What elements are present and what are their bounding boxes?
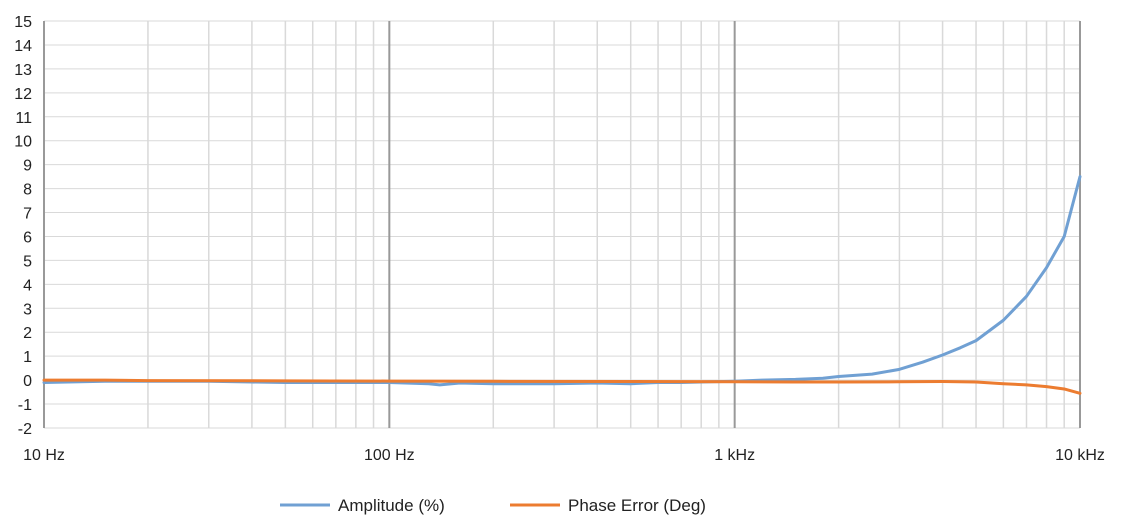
y-tick-label: 0 bbox=[23, 373, 32, 390]
y-tick-label: -2 bbox=[18, 421, 32, 438]
y-tick-label: 6 bbox=[23, 229, 32, 246]
y-tick-label: 10 bbox=[14, 134, 32, 151]
series-line-amplitude bbox=[42, 175, 1082, 387]
series-line-phase-error-deg bbox=[42, 378, 1082, 395]
y-tick-label: 4 bbox=[23, 277, 32, 294]
y-tick-label: 8 bbox=[23, 182, 32, 199]
y-tick-label: 11 bbox=[15, 110, 32, 127]
x-tick-label: 1 kHz bbox=[714, 447, 755, 464]
x-tick-label: 100 Hz bbox=[364, 447, 415, 464]
y-tick-label: 5 bbox=[23, 253, 32, 270]
grid-lines bbox=[43, 20, 1081, 429]
x-tick-label: 10 Hz bbox=[23, 447, 65, 464]
y-tick-label: 13 bbox=[14, 62, 32, 79]
series-lines bbox=[42, 175, 1082, 395]
y-tick-label: 12 bbox=[14, 86, 32, 103]
legend: Amplitude (%) Phase Error (Deg) bbox=[280, 496, 706, 515]
y-tick-label: 7 bbox=[23, 206, 32, 223]
x-tick-label: 10 kHz bbox=[1055, 447, 1105, 464]
y-tick-label: 1 bbox=[23, 349, 32, 366]
y-tick-label: 15 bbox=[14, 14, 32, 31]
legend-label: Amplitude (%) bbox=[338, 496, 445, 515]
legend-label: Phase Error (Deg) bbox=[568, 496, 706, 515]
y-tick-label: 3 bbox=[23, 301, 32, 318]
y-tick-label: -1 bbox=[18, 397, 32, 414]
y-tick-label: 9 bbox=[23, 158, 32, 175]
y-tick-label: 2 bbox=[23, 325, 32, 342]
x-axis-tick-labels: 10 Hz 100 Hz 1 kHz 10 kHz bbox=[23, 447, 1105, 464]
y-tick-label: 14 bbox=[14, 38, 32, 55]
